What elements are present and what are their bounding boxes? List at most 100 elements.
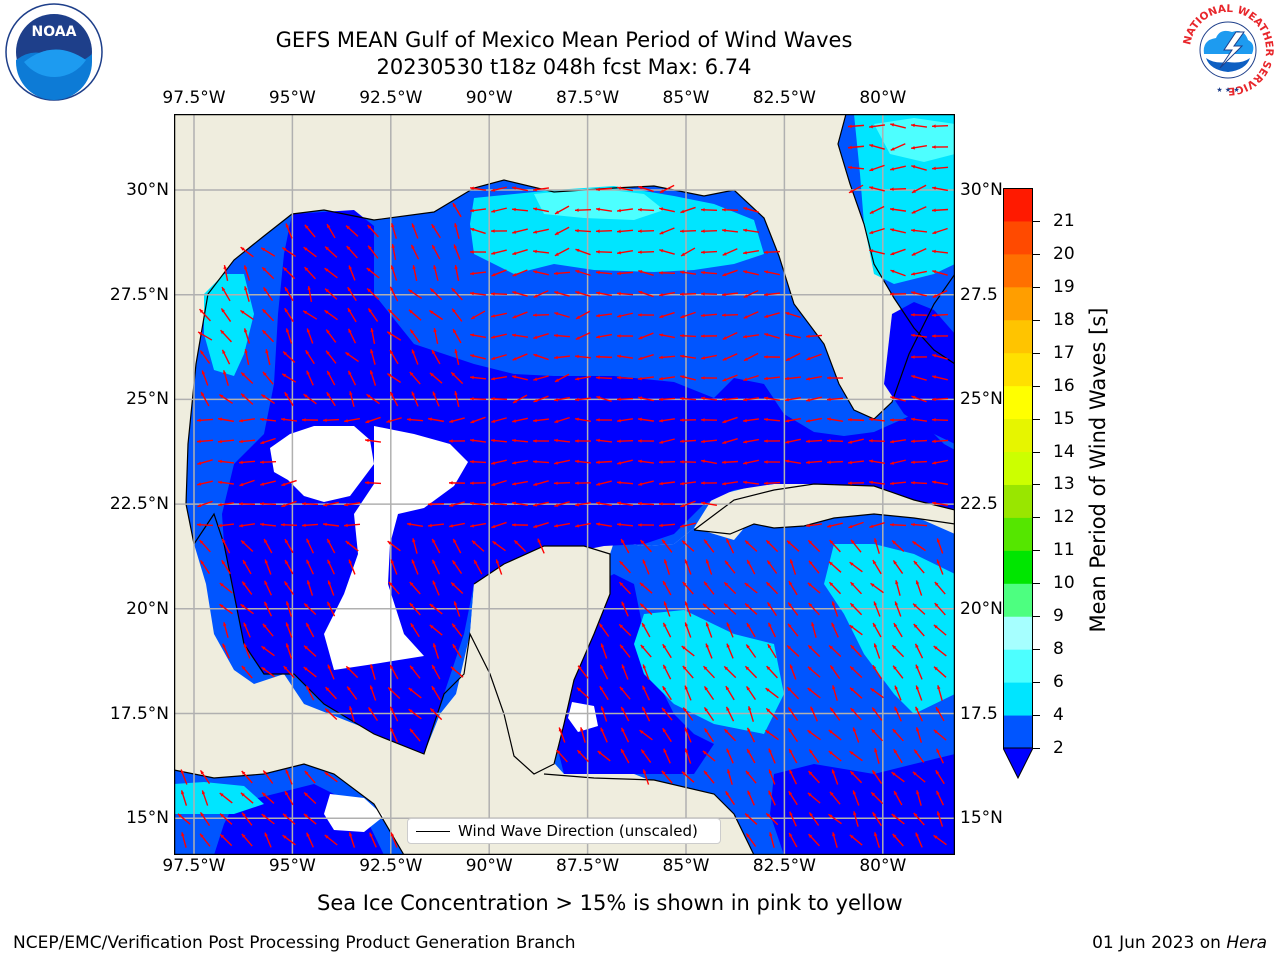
colorbar-tick-label: 14 <box>1053 441 1075 462</box>
wave-direction-arrow <box>681 645 695 657</box>
wave-direction-arrow <box>620 727 630 743</box>
wave-direction-arrow <box>869 186 885 192</box>
wave-direction-arrow <box>305 349 315 365</box>
wave-direction-arrow <box>574 228 592 233</box>
colorbar-tick-mark <box>1033 220 1040 222</box>
wave-direction-arrow <box>389 664 399 680</box>
wave-direction-arrow <box>600 706 608 722</box>
wave-direction-arrow <box>431 244 441 260</box>
wave-direction-arrow <box>241 581 253 595</box>
wave-direction-arrow <box>637 229 655 233</box>
wave-direction-arrow <box>679 418 697 422</box>
wave-direction-arrow <box>872 622 882 638</box>
wave-direction-arrow <box>199 350 211 364</box>
wave-direction-arrow <box>891 813 905 825</box>
wave-direction-arrow <box>890 248 906 256</box>
wave-direction-arrow <box>934 581 946 595</box>
colorbar-tick-mark <box>1033 319 1040 321</box>
wave-direction-arrow <box>574 439 592 443</box>
wave-direction-arrow <box>910 522 928 527</box>
wave-direction-arrow <box>847 481 865 485</box>
wave-direction-arrow <box>600 727 608 743</box>
wave-direction-arrow <box>595 187 613 192</box>
wave-direction-arrow <box>700 229 718 233</box>
wave-direction-arrow <box>574 354 592 359</box>
wave-direction-arrow <box>285 769 293 785</box>
wave-direction-arrow <box>933 666 947 678</box>
wave-direction-arrow <box>870 728 884 742</box>
wave-direction-arrow <box>324 288 338 300</box>
wave-direction-arrow <box>616 334 634 338</box>
wave-direction-arrow <box>533 395 549 403</box>
wave-direction-arrow <box>913 560 925 574</box>
wave-direction-arrow <box>893 748 903 764</box>
wave-direction-arrow <box>805 460 823 465</box>
wave-direction-arrow <box>826 417 844 423</box>
wave-direction-arrow <box>616 439 634 443</box>
wave-direction-arrow <box>599 664 609 680</box>
wave-direction-arrow <box>849 602 863 616</box>
wave-direction-arrow <box>910 460 928 464</box>
wave-direction-arrow <box>597 750 611 762</box>
wave-direction-arrow <box>431 538 441 554</box>
wave-direction-arrow <box>243 328 251 344</box>
wave-direction-arrow <box>324 834 338 846</box>
map-subtitle: 20230530 t18z 048h fcst Max: 6.74 <box>376 55 752 79</box>
wave-direction-arrow <box>219 833 233 847</box>
wave-direction-arrow <box>452 643 462 659</box>
wave-direction-arrow <box>199 308 211 322</box>
wave-direction-arrow <box>473 559 483 575</box>
legend-line-sample <box>416 831 450 832</box>
wave-direction-arrow <box>221 559 231 575</box>
wave-direction-arrow <box>869 144 885 150</box>
wave-direction-arrow <box>347 307 357 323</box>
wave-direction-arrow <box>889 481 907 486</box>
wave-direction-arrow <box>910 123 928 128</box>
wave-direction-arrow <box>641 622 651 638</box>
wave-direction-arrow <box>933 834 947 846</box>
wave-direction-arrow <box>805 334 823 339</box>
wave-direction-arrow <box>469 250 487 254</box>
wave-direction-arrow <box>367 245 379 259</box>
wave-direction-arrow <box>409 602 421 616</box>
wave-direction-arrow <box>721 460 739 465</box>
wave-direction-arrow <box>870 582 884 594</box>
wave-direction-arrow <box>787 623 799 637</box>
wave-direction-arrow <box>533 290 549 298</box>
wave-direction-arrow <box>491 354 507 360</box>
wave-direction-arrow <box>575 291 591 297</box>
wave-direction-arrow <box>262 623 274 637</box>
wave-direction-arrow <box>554 459 570 465</box>
wave-direction-arrow <box>554 226 570 236</box>
wave-direction-arrow <box>574 397 592 402</box>
lat-tick-left: 30°N <box>126 180 169 200</box>
wave-direction-arrow <box>387 308 401 322</box>
wave-direction-arrow <box>282 351 296 363</box>
wave-direction-arrow <box>469 397 487 401</box>
wave-direction-arrow <box>241 665 253 679</box>
wave-direction-arrow <box>595 313 613 318</box>
wave-direction-arrow <box>765 581 779 595</box>
wave-direction-arrow <box>705 622 713 638</box>
wave-direction-arrow <box>684 727 692 743</box>
wave-direction-arrow <box>577 665 589 679</box>
wave-direction-arrow <box>240 371 254 385</box>
wave-direction-arrow <box>831 622 839 638</box>
wave-direction-arrow <box>763 292 781 297</box>
wave-direction-arrow <box>470 310 486 320</box>
wave-direction-arrow <box>454 349 460 365</box>
low-period-east-atlantic <box>884 302 955 444</box>
wave-direction-arrow <box>491 479 507 487</box>
wave-direction-arrow <box>658 481 676 486</box>
wave-direction-arrow <box>703 707 715 721</box>
wave-direction-arrow <box>301 523 319 528</box>
colorbar-segment <box>1003 188 1033 222</box>
wave-direction-arrow <box>263 538 273 554</box>
wave-direction-arrow <box>618 581 632 595</box>
wave-direction-arrow <box>180 769 188 785</box>
wave-direction-arrow <box>365 416 381 424</box>
wave-direction-arrow <box>511 523 529 527</box>
wave-direction-arrow <box>847 124 865 129</box>
wave-direction-arrow <box>658 523 676 528</box>
wave-direction-arrow <box>807 792 821 804</box>
